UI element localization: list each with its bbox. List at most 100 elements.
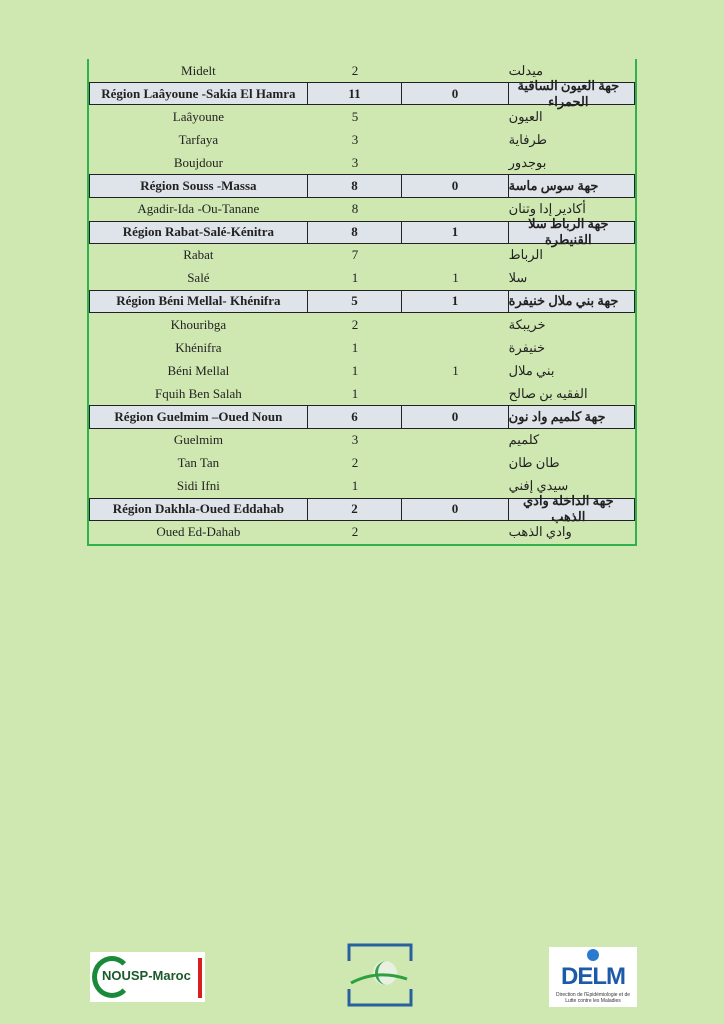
count-cell: 8: [351, 201, 359, 217]
cases-table: Midelt 2 ميدلت Région Laâyoune -Sakia El Ha…: [87, 59, 637, 546]
arabic-name-cell: جهة بني ملال خنيفرة: [508, 289, 635, 314]
count-cell: 1: [351, 339, 359, 355]
district-row: Laâyoune 5 العيون: [89, 105, 635, 128]
region-row: Région Dakhla-Oued Eddahab 2 0 جهة الداخلة …: [89, 493, 635, 524]
name-cell: Salé: [187, 270, 210, 286]
count-cell: 11: [307, 82, 403, 106]
nousp-logo-text: NOUSP-Maroc: [102, 968, 191, 983]
name-cell: Région Dakhla-Oued Eddahab: [89, 497, 308, 521]
delm-logo-text: DELM: [561, 963, 626, 990]
count-cell: 2: [351, 62, 359, 78]
count-cell: 1: [351, 270, 359, 286]
secondary-count-cell: [402, 105, 508, 128]
name-cell: Béni Mellal: [167, 362, 230, 378]
count-cell: 7: [351, 247, 359, 263]
district-row: Sidi Ifni 1 سيدي إفني: [89, 475, 635, 498]
crescent-icon: [347, 943, 413, 1007]
district-row: Agadir-Ida -Ou-Tanane 8 أكادير إدا وتنان: [89, 198, 635, 221]
name-cell: Agadir-Ida -Ou-Tanane: [137, 201, 260, 217]
district-row: Fquih Ben Salah 1 الفقيه بن صالح: [89, 382, 635, 405]
secondary-count-cell: 1: [452, 362, 459, 378]
secondary-count-cell: [402, 128, 508, 151]
arabic-name-cell: جهة العيون الساقية الحمراء: [508, 78, 635, 109]
delm-logo-subtitle: Direction de l'Epidémiologie et de Lutte…: [555, 992, 631, 1004]
secondary-count-cell: 1: [402, 289, 509, 314]
secondary-count-cell: [402, 452, 508, 475]
name-cell: Khénifra: [175, 339, 222, 355]
secondary-count-cell: [402, 521, 508, 544]
count-cell: 1: [351, 478, 359, 494]
name-cell: Khouribga: [170, 316, 227, 332]
region-row: Région Guelmim –Oued Noun 6 0 جهة كلميم واد…: [89, 405, 635, 429]
count-cell: 5: [307, 289, 403, 314]
region-row: Région Souss -Massa 8 0 جهة سوس ماسة: [89, 174, 635, 198]
name-cell: Rabat: [183, 247, 214, 263]
name-cell: Région Rabat-Salé-Kénitra: [89, 220, 308, 244]
district-row: Tan Tan 2 طان طان: [89, 452, 635, 475]
name-cell: Région Laâyoune -Sakia El Hamra: [89, 82, 308, 106]
secondary-count-cell: 1: [402, 220, 509, 244]
arabic-name-cell: خنيفرة: [508, 339, 546, 355]
secondary-count-cell: [402, 382, 508, 405]
secondary-count-cell: [402, 475, 508, 498]
name-cell: Boujdour: [173, 154, 223, 170]
name-cell: Laâyoune: [172, 108, 225, 124]
arabic-name-cell: كلميم: [508, 432, 540, 448]
region-row: Région Rabat-Salé-Kénitra 8 1 جهة الرباط سل…: [89, 216, 635, 247]
arabic-name-cell: طرفاية: [508, 131, 547, 147]
district-row: Salé 1 1 سلا: [89, 267, 635, 290]
count-cell: 5: [351, 108, 359, 124]
secondary-count-cell: [402, 151, 508, 174]
name-cell: Fquih Ben Salah: [155, 385, 242, 401]
count-cell: 2: [351, 455, 359, 471]
arabic-name-cell: الفقيه بن صالح: [508, 385, 588, 401]
secondary-count-cell: 1: [452, 270, 459, 286]
count-cell: 3: [351, 432, 359, 448]
name-cell: Tan Tan: [177, 455, 220, 471]
count-cell: 3: [351, 154, 359, 170]
secondary-count-cell: [402, 336, 508, 359]
arabic-name-cell: جهة سوس ماسة: [508, 174, 635, 198]
district-row: Oued Ed-Dahab 2 وادي الذهب: [89, 521, 635, 544]
district-row: Khouribga 2 خريبكة: [89, 313, 635, 336]
count-cell: 6: [307, 405, 403, 429]
arabic-name-cell: بني ملال: [508, 362, 555, 378]
arabic-name-cell: طان طان: [508, 455, 560, 471]
name-cell: Guelmim: [173, 432, 223, 448]
secondary-count-cell: 0: [402, 174, 509, 198]
district-row: Boujdour 3 بوجدور: [89, 151, 635, 174]
arabic-name-cell: العيون: [508, 108, 543, 124]
ministry-emblem: [347, 943, 413, 1007]
secondary-count-cell: 0: [402, 82, 509, 106]
name-cell: Région Souss -Massa: [89, 174, 308, 198]
district-row: Midelt 2 ميدلت: [89, 59, 635, 82]
arabic-name-cell: جهة الداخلة وادي الذهب: [508, 493, 635, 524]
arabic-name-cell: جهة كلميم واد نون: [508, 405, 635, 429]
name-cell: Sidi Ifni: [176, 478, 220, 494]
count-cell: 2: [351, 524, 359, 540]
nousp-logo: NOUSP-Maroc: [90, 952, 205, 1002]
secondary-count-cell: 0: [402, 497, 509, 521]
arabic-name-cell: الرباط: [508, 247, 543, 263]
secondary-count-cell: [402, 244, 508, 267]
district-row: Rabat 7 الرباط: [89, 244, 635, 267]
secondary-count-cell: 0: [402, 405, 509, 429]
region-row: Région Laâyoune -Sakia El Hamra 11 0 جهة ال…: [89, 78, 635, 109]
count-cell: 2: [307, 497, 403, 521]
arabic-name-cell: خريبكة: [508, 316, 546, 332]
arabic-name-cell: ميدلت: [508, 62, 544, 78]
secondary-count-cell: [402, 59, 508, 82]
count-cell: 1: [351, 385, 359, 401]
name-cell: Tarfaya: [178, 131, 219, 147]
district-row: Béni Mellal 1 1 بني ملال: [89, 359, 635, 382]
arabic-name-cell: سيدي إفني: [508, 478, 569, 494]
district-row: Guelmim 3 كلميم: [89, 429, 635, 452]
secondary-count-cell: [402, 313, 508, 336]
region-row: Région Béni Mellal- Khénifra 5 1 جهة بني مل…: [89, 289, 635, 314]
delm-logo: DELM Direction de l'Epidémiologie et de …: [549, 947, 637, 1007]
arabic-name-cell: بوجدور: [508, 154, 547, 170]
count-cell: 1: [351, 362, 359, 378]
district-row: Tarfaya 3 طرفاية: [89, 128, 635, 151]
secondary-count-cell: [402, 198, 508, 221]
name-cell: Région Béni Mellal- Khénifra: [89, 289, 308, 314]
